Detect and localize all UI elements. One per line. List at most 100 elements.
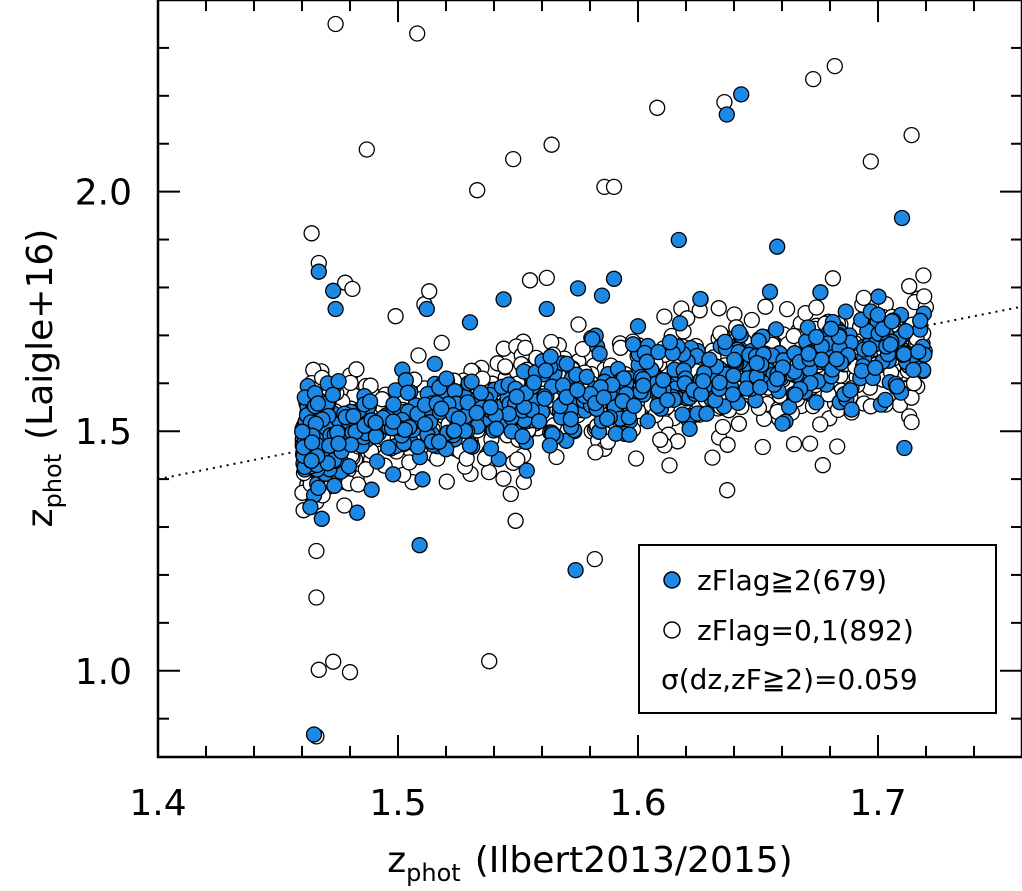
point-zflag-ge2 [525, 374, 543, 391]
point-zflag-ge2 [698, 405, 715, 422]
point-zflag-01 [814, 457, 831, 474]
point-zflag-ge2 [716, 333, 734, 351]
point-zflag-01 [627, 450, 645, 467]
point-zflag-ge2 [303, 452, 320, 469]
point-zflag-ge2 [725, 367, 742, 384]
point-zflag-ge2 [897, 323, 915, 340]
point-zflag-ge2 [411, 537, 428, 554]
point-zflag-ge2 [629, 318, 647, 335]
point-zflag-ge2 [635, 377, 652, 394]
point-zflag-ge2 [310, 263, 327, 280]
point-zflag-01 [387, 308, 404, 325]
point-zflag-ge2 [889, 378, 906, 395]
point-zflag-ge2 [655, 372, 672, 389]
legend-marker-filled [663, 571, 681, 589]
x-tick-label: 1.6 [609, 783, 666, 824]
point-zflag-01 [785, 435, 803, 453]
point-zflag-ge2 [537, 362, 554, 379]
point-zflag-01 [757, 298, 774, 315]
tick-labels-layer: 1.4 1.5 1.6 1.7 1.0 1.5 2.0 [75, 173, 907, 824]
point-zflag-01 [410, 347, 427, 364]
point-zflag-ge2 [893, 209, 911, 227]
point-zflag-ge2 [325, 282, 342, 299]
point-zflag-ge2 [459, 394, 476, 411]
point-zflag-ge2 [414, 471, 431, 488]
point-zflag-ge2 [837, 303, 854, 320]
point-zflag-ge2 [327, 300, 344, 318]
point-zflag-ge2 [670, 231, 687, 249]
point-zflag-ge2 [730, 324, 748, 341]
point-zflag-ge2 [752, 379, 769, 396]
ticks-layer [157, 0, 1022, 757]
point-zflag-01 [308, 542, 325, 560]
legend-label-sigma: σ(dz,zF≧2)=0.059 [661, 663, 918, 696]
point-zflag-ge2 [416, 415, 434, 433]
point-zflag-ge2 [305, 726, 323, 743]
legend-marker-open [663, 621, 681, 639]
point-zflag-ge2 [726, 351, 743, 369]
point-zflag-ge2 [724, 386, 741, 403]
point-zflag-01 [605, 178, 623, 196]
point-zflag-ge2 [843, 401, 860, 418]
point-zflag-01 [341, 664, 359, 681]
point-zflag-ge2 [309, 395, 327, 412]
point-zflag-01 [649, 99, 666, 116]
point-zflag-ge2 [345, 408, 362, 425]
point-zflag-ge2 [482, 440, 500, 457]
point-zflag-01 [905, 375, 923, 392]
legend-label-filled: zFlag≧2(679) [697, 564, 887, 597]
point-zflag-ge2 [598, 410, 616, 428]
point-zflag-01 [480, 463, 498, 481]
point-zflag-ge2 [869, 306, 887, 324]
point-zflag-ge2 [822, 320, 840, 337]
point-zflag-01 [570, 316, 587, 333]
point-zflag-01 [357, 461, 374, 478]
point-zflag-ge2 [674, 406, 691, 423]
point-zflag-01 [587, 444, 604, 461]
point-zflag-ge2 [910, 343, 927, 360]
point-zflag-ge2 [896, 439, 913, 457]
legend-box [638, 544, 997, 714]
point-zflag-ge2 [518, 462, 535, 479]
point-zflag-01 [586, 550, 603, 568]
point-zflag-ge2 [418, 300, 435, 318]
point-zflag-ge2 [661, 334, 679, 351]
point-zflag-ge2 [695, 372, 712, 390]
point-zflag-ge2 [912, 312, 929, 329]
x-tick-label: 1.4 [129, 783, 186, 824]
y-axis-label: zphot(Laigle+16) [20, 229, 67, 528]
point-zflag-01 [481, 653, 498, 670]
point-zflag-ge2 [584, 330, 601, 348]
point-zflag-01 [704, 449, 721, 466]
point-zflag-ge2 [748, 354, 765, 372]
point-zflag-ge2 [461, 437, 479, 454]
point-zflag-ge2 [882, 336, 899, 353]
point-zflag-01 [812, 416, 829, 433]
point-zflag-ge2 [558, 355, 575, 372]
point-zflag-ge2 [310, 479, 327, 497]
point-zflag-ge2 [711, 374, 728, 391]
point-zflag-01 [538, 269, 555, 287]
point-zflag-01 [308, 589, 325, 606]
point-zflag-ge2 [349, 504, 366, 521]
point-zflag-ge2 [569, 280, 587, 297]
point-zflag-ge2 [430, 433, 448, 450]
point-zflag-ge2 [463, 373, 480, 390]
point-zflag-01 [344, 280, 361, 298]
point-zflag-01 [327, 15, 344, 33]
point-zflag-ge2 [870, 288, 887, 305]
point-zflag-01 [310, 661, 327, 678]
point-zflag-ge2 [738, 380, 755, 397]
point-zflag-ge2 [488, 420, 505, 437]
point-zflag-ge2 [671, 315, 689, 332]
point-zflag-01 [325, 653, 342, 670]
point-zflag-01 [358, 141, 375, 158]
point-zflag-ge2 [385, 413, 402, 430]
point-zflag-ge2 [800, 345, 817, 362]
y-tick-label: 2.0 [75, 173, 132, 214]
point-zflag-01 [901, 278, 918, 295]
point-zflag-01 [509, 451, 526, 468]
point-zflag-01 [916, 288, 933, 305]
point-zflag-ge2 [426, 355, 443, 373]
